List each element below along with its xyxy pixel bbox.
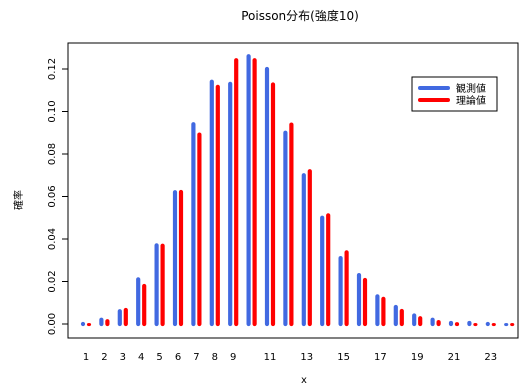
bar-theoretical [160,243,165,327]
bar-observed [412,313,417,327]
bar-theoretical [454,322,460,327]
bar-observed [375,294,380,327]
bar-observed [338,256,343,327]
bar-observed [117,309,122,327]
y-tick-label: 0.06 [47,185,58,207]
y-tick-label: 0.10 [47,100,58,122]
y-tick-label: 0.00 [47,313,58,335]
x-tick-label: 9 [230,352,236,363]
x-tick-label: 17 [374,352,387,363]
legend-label: 理論値 [456,94,486,107]
x-tick-label: 6 [175,352,181,363]
x-tick-label: 2 [101,352,107,363]
bar-observed [264,66,270,327]
y-tick-label: 0.02 [47,270,58,292]
bar-observed [283,130,288,327]
bar-theoretical [234,58,239,327]
x-tick-label: 7 [193,352,199,363]
bar-theoretical [289,122,294,327]
x-axis: 1 2 3 4 5 6 7 8 9 11 13 15 17 19 21 23 [83,352,497,363]
bar-observed [191,122,196,327]
bar-theoretical [418,316,423,327]
bar-observed [504,322,509,327]
bar-theoretical [142,283,147,327]
bar-theoretical [215,84,220,327]
bar-observed [209,79,214,327]
bar-observed [228,81,233,327]
bar-observed [99,317,104,327]
chart-title: Poisson分布(強度10) [241,8,359,23]
bar-observed [154,243,159,327]
bar-observed [172,190,178,327]
bar-observed [246,54,251,327]
bar-theoretical [86,322,92,327]
y-tick-label: 0.04 [47,228,58,250]
bar-theoretical [491,323,496,327]
x-tick-label: 3 [120,352,126,363]
bar-theoretical [436,319,441,327]
bar-theoretical [510,323,515,327]
bar-theoretical [399,308,404,327]
plot-frame [67,42,519,339]
x-tick-label: 15 [337,352,350,363]
bar-observed [320,215,325,327]
y-tick-label: 0.08 [47,143,58,165]
bar-theoretical [252,58,257,327]
bar-observed [80,321,86,327]
bar-theoretical [326,213,331,327]
legend-box [411,76,498,112]
x-tick-label: 13 [300,352,313,363]
y-axis-label: 確率 [12,190,25,210]
bar-theoretical [270,82,276,327]
x-tick-label: 23 [484,352,497,363]
bar-theoretical [197,132,202,327]
bar-theoretical [473,323,478,327]
x-axis-label: x [301,375,307,386]
bar-observed [467,320,472,327]
x-tick-label: 4 [138,352,144,363]
x-tick-label: 1 [83,352,89,363]
x-tick-label: 19 [411,352,424,363]
legend-label: 観測値 [456,82,486,95]
bar-observed [136,277,141,327]
bar-theoretical [344,250,349,327]
bar-observed [393,304,398,327]
bar-observed [430,317,435,327]
bar-observed [485,321,490,327]
bar-observed [356,273,362,327]
bar-theoretical [362,277,368,327]
x-tick-label: 11 [264,352,277,363]
bar-theoretical [381,296,386,327]
bar-observed [448,320,454,327]
x-tick-label: 21 [448,352,461,363]
x-tick-label: 8 [212,352,218,363]
bar-theoretical [105,319,110,327]
bars [80,54,515,327]
bar-theoretical [123,307,128,327]
bar-theoretical [307,169,312,327]
x-tick-label: 5 [156,352,162,363]
y-tick-label: 0.12 [47,58,58,80]
bar-observed [301,173,306,327]
bar-theoretical [178,189,184,327]
y-axis: 0.00 0.02 0.04 0.06 0.08 0.10 0.12 [47,58,68,335]
